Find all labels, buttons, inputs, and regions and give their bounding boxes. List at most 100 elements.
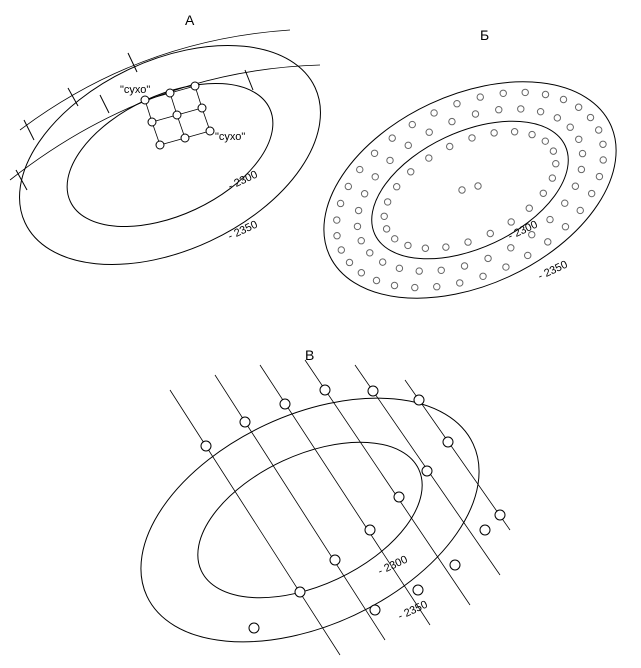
well-b-mid-5 — [547, 216, 553, 222]
well-a-1-0 — [148, 118, 156, 126]
well-b-outer-25 — [389, 135, 395, 141]
well-b-inner-4 — [526, 205, 532, 211]
well-b-outer-15 — [373, 277, 379, 283]
well-b-inner-12 — [383, 226, 389, 232]
well-b-inner-20 — [491, 130, 497, 136]
well-b-outer-21 — [337, 200, 343, 206]
well-c-1 — [249, 623, 259, 633]
well-b-mid-10 — [438, 267, 444, 273]
well-b-outer-35 — [587, 114, 593, 120]
well-c-8 — [413, 585, 423, 595]
well-b-inner-16 — [408, 169, 414, 175]
dry-label-1: "сухо" — [215, 131, 245, 143]
well-c-10 — [394, 492, 404, 502]
well-b-mid-19 — [372, 174, 378, 180]
well-b-outer-13 — [412, 284, 418, 290]
well-b-outer-3 — [596, 173, 602, 179]
well-c-7 — [365, 525, 375, 535]
well-c-6 — [280, 399, 290, 409]
well-a-2-1 — [181, 134, 189, 142]
well-b-outer-32 — [542, 91, 548, 97]
well-c-13 — [422, 466, 432, 476]
well-b-outer-12 — [434, 284, 440, 290]
well-b-inner-23 — [542, 138, 548, 144]
well-b-inner-2 — [549, 175, 555, 181]
well-b-mid-15 — [358, 238, 364, 244]
well-b-mid-24 — [472, 111, 478, 117]
well-b-outer-9 — [503, 264, 509, 270]
contour-label-c-1: - 2350 — [396, 599, 429, 623]
well-b-outer-31 — [522, 89, 528, 95]
well-b-mid-7 — [508, 245, 514, 251]
well-b-inner-3 — [540, 190, 546, 196]
well-b-inner-19 — [469, 135, 475, 141]
well-b-inner-1 — [553, 161, 559, 167]
well-b-mid-1 — [579, 150, 585, 156]
well-b-outer-29 — [477, 94, 483, 100]
well-b-outer-28 — [454, 101, 460, 107]
well-b-mid-21 — [405, 142, 411, 148]
tick-mark-3 — [16, 170, 27, 190]
well-a-2-0 — [156, 141, 164, 149]
well-b-inner-5 — [508, 219, 514, 225]
well-b-outer-7 — [545, 239, 551, 245]
well-b-outer-24 — [371, 150, 377, 156]
well-b-outer-26 — [409, 121, 415, 127]
well-b-inner-18 — [447, 143, 453, 149]
well-c-4 — [330, 555, 340, 565]
well-c-15 — [414, 395, 424, 405]
well-c-0 — [201, 441, 211, 451]
panel-b-label: Б — [480, 27, 489, 43]
well-c-3 — [240, 417, 250, 427]
well-b-mid-13 — [379, 259, 385, 265]
well-b-outer-1 — [600, 141, 606, 147]
well-b-outer-20 — [334, 217, 340, 223]
contour-label-c-0: - 2300 — [376, 554, 409, 578]
well-b-outer-10 — [480, 273, 486, 279]
well-c-11 — [450, 560, 460, 570]
well-b-inner-9 — [422, 245, 428, 251]
well-b-mid-14 — [367, 250, 373, 256]
contour-outer-c — [102, 349, 517, 668]
well-b-outer-16 — [358, 270, 364, 276]
well-b-inner-21 — [511, 129, 517, 135]
well-a-0-0 — [141, 96, 149, 104]
well-c-9 — [320, 385, 330, 395]
panel-c: В- 2300- 2350 — [102, 347, 517, 668]
well-c-14 — [480, 525, 490, 535]
tick-mark-5 — [245, 70, 253, 90]
well-b-outer-2 — [600, 157, 606, 163]
well-b-outer-22 — [345, 183, 351, 189]
well-b-inner-15 — [393, 184, 399, 190]
contour-label-a-0: - 2300 — [226, 169, 259, 193]
well-b-mid-28 — [554, 115, 560, 121]
well-b-outer-8 — [525, 252, 531, 258]
contour-inner-b — [350, 93, 589, 287]
well-b-outer-27 — [431, 110, 437, 116]
well-b-mid-27 — [537, 108, 543, 114]
well-c-12 — [368, 386, 378, 396]
well-b-outer-17 — [346, 259, 352, 265]
well-a-1-2 — [198, 104, 206, 112]
well-b-inner-8 — [443, 244, 449, 250]
well-b-inner-6 — [487, 230, 493, 236]
well-b-mid-9 — [461, 263, 467, 269]
well-a-2-2 — [206, 127, 214, 135]
well-b-outer-23 — [357, 166, 363, 172]
well-b-inner-13 — [381, 213, 387, 219]
well-b-mid-17 — [355, 207, 361, 213]
well-b-outer-18 — [338, 247, 344, 253]
well-b-center-1 — [475, 183, 481, 189]
well-b-mid-23 — [449, 118, 455, 124]
well-b-mid-26 — [518, 106, 524, 112]
contour-outer-a — [0, 1, 355, 308]
cross-arc-1 — [10, 65, 320, 180]
well-b-outer-33 — [560, 96, 566, 102]
well-b-outer-19 — [334, 233, 340, 239]
panel-a: А"сухо""сухо"- 2300- 2350 — [0, 1, 355, 308]
well-b-inner-14 — [384, 199, 390, 205]
well-b-mid-2 — [578, 166, 584, 172]
well-b-outer-4 — [588, 190, 594, 196]
well-c-16 — [443, 437, 453, 447]
well-b-outer-30 — [500, 90, 506, 96]
